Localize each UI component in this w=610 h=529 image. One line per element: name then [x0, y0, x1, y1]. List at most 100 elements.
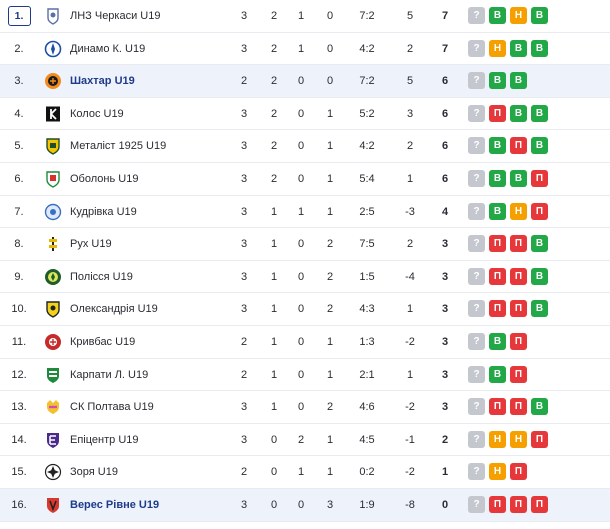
position: 15. [11, 466, 27, 479]
form-result-badge[interactable]: П [489, 235, 506, 253]
form-result-badge[interactable]: П [510, 137, 527, 155]
form-result-badge[interactable]: В [531, 267, 548, 285]
form-result-badge[interactable]: П [510, 365, 527, 383]
table-row[interactable]: 5. Металіст 1925 U19 3 2 0 1 4:2 2 6 ? В П… [0, 130, 610, 163]
form-result-badge[interactable]: В [531, 300, 548, 318]
form-result-badge[interactable]: Н [489, 430, 506, 448]
form-guide: ? Н П [468, 463, 527, 481]
next-match-badge[interactable]: ? [468, 104, 485, 122]
form-result-badge[interactable]: В [531, 398, 548, 416]
next-match-badge[interactable]: ? [468, 7, 485, 24]
form-result-badge[interactable]: В [510, 39, 527, 57]
next-match-badge[interactable]: ? [468, 137, 485, 155]
form-result-badge[interactable]: Н [510, 7, 527, 24]
team-name[interactable]: Карпати Л. U19 [70, 368, 149, 381]
losses: 0 [326, 75, 334, 88]
form-result-badge[interactable]: П [510, 267, 527, 285]
form-result-badge[interactable]: П [531, 430, 548, 448]
form-result-badge[interactable]: В [510, 72, 527, 90]
team-name[interactable]: Колос U19 [70, 107, 124, 120]
team-name[interactable]: Металіст 1925 U19 [70, 140, 167, 153]
team-name[interactable]: Кривбас U19 [70, 335, 136, 348]
form-result-badge[interactable]: П [510, 332, 527, 350]
team-name[interactable]: Рух U19 [70, 238, 112, 251]
next-match-badge[interactable]: ? [468, 39, 485, 57]
form-result-badge[interactable]: В [531, 7, 548, 24]
table-row[interactable]: 16. Верес Рівне U19 3 0 0 3 1:9 -8 0 ? П П… [0, 488, 610, 522]
table-row[interactable]: 8. Рух U19 3 1 0 2 7:5 2 3 ? П П В [0, 228, 610, 261]
next-match-badge[interactable]: ? [468, 398, 485, 416]
team-name[interactable]: Динамо К. U19 [70, 42, 146, 55]
table-row[interactable]: 6. Оболонь U19 3 2 0 1 5:4 1 6 ? В В П [0, 163, 610, 196]
form-result-badge[interactable]: П [531, 169, 548, 187]
table-row[interactable]: 7. Кудрівка U19 3 1 1 1 2:5 -3 4 ? В Н П [0, 196, 610, 229]
next-match-badge[interactable]: ? [468, 495, 485, 513]
position: 13. [11, 401, 27, 414]
form-result-badge[interactable]: В [531, 104, 548, 122]
position: 4. [14, 107, 24, 120]
next-match-badge[interactable]: ? [468, 332, 485, 350]
next-match-badge[interactable]: ? [468, 463, 485, 481]
form-result-badge[interactable]: В [531, 137, 548, 155]
table-row[interactable]: 9. Полісся U19 3 1 0 2 1:5 -4 3 ? П П В [0, 261, 610, 294]
next-match-badge[interactable]: ? [468, 169, 485, 187]
table-row[interactable]: 11. Кривбас U19 2 1 0 1 1:3 -2 3 ? В П [0, 326, 610, 359]
team-name[interactable]: Зоря U19 [70, 466, 118, 479]
team-name[interactable]: Епіцентр U19 [70, 433, 139, 446]
form-result-badge[interactable]: П [489, 104, 506, 122]
form-result-badge[interactable]: В [531, 39, 548, 57]
form-result-badge[interactable]: В [510, 169, 527, 187]
team-name[interactable]: Верес Рівне U19 [70, 498, 160, 511]
team-name[interactable]: Оболонь U19 [70, 172, 139, 185]
next-match-badge[interactable]: ? [468, 430, 485, 448]
form-result-badge[interactable]: В [489, 365, 506, 383]
team-name[interactable]: Шахтар U19 [70, 75, 135, 88]
next-match-badge[interactable]: ? [468, 202, 485, 220]
table-row[interactable]: 2. Динамо К. U19 3 2 1 0 4:2 2 7 ? Н В В [0, 33, 610, 66]
table-row[interactable]: 12. Карпати Л. U19 2 1 0 1 2:1 1 3 ? В П [0, 359, 610, 392]
next-match-badge[interactable]: ? [468, 267, 485, 285]
table-row[interactable]: 10. Олександрія U19 3 1 0 2 4:3 1 3 ? П П В [0, 293, 610, 326]
form-result-badge[interactable]: Н [489, 39, 506, 57]
form-result-badge[interactable]: П [531, 495, 548, 513]
goal-difference: 1 [406, 172, 414, 185]
form-result-badge[interactable]: П [510, 398, 527, 416]
goals: 1:3 [359, 335, 375, 348]
form-result-badge[interactable]: Н [489, 463, 506, 481]
team-name[interactable]: Олександрія U19 [70, 303, 158, 316]
team-name[interactable]: ЛНЗ Черкаси U19 [70, 10, 161, 22]
form-result-badge[interactable]: В [510, 104, 527, 122]
form-result-badge[interactable]: В [489, 332, 506, 350]
form-result-badge[interactable]: В [531, 235, 548, 253]
form-result-badge[interactable]: Н [510, 202, 527, 220]
form-result-badge[interactable]: П [510, 495, 527, 513]
form-result-badge[interactable]: П [531, 202, 548, 220]
team-name[interactable]: СК Полтава U19 [70, 401, 154, 414]
table-row[interactable]: 4. Колос U19 3 2 0 1 5:2 3 6 ? П В В [0, 98, 610, 131]
next-match-badge[interactable]: ? [468, 300, 485, 318]
form-result-badge[interactable]: В [489, 72, 506, 90]
next-match-badge[interactable]: ? [468, 235, 485, 253]
form-result-badge[interactable]: В [489, 169, 506, 187]
form-result-badge[interactable]: П [489, 267, 506, 285]
form-guide: ? В П В [468, 137, 548, 155]
team-name[interactable]: Кудрівка U19 [70, 205, 137, 218]
next-match-badge[interactable]: ? [468, 365, 485, 383]
form-result-badge[interactable]: Н [510, 430, 527, 448]
form-result-badge[interactable]: В [489, 7, 506, 24]
form-result-badge[interactable]: П [510, 235, 527, 253]
form-result-badge[interactable]: В [489, 202, 506, 220]
table-row[interactable]: 3. Шахтар U19 2 2 0 0 7:2 5 6 ? В В [0, 65, 610, 98]
table-row[interactable]: 14. Епіцентр U19 3 0 2 1 4:5 -1 2 ? Н Н П [0, 424, 610, 457]
form-result-badge[interactable]: П [489, 300, 506, 318]
form-result-badge[interactable]: П [510, 463, 527, 481]
table-row[interactable]: 1. ЛНЗ Черкаси U19 3 2 1 0 7:2 5 7 ? В Н В [0, 0, 610, 33]
form-result-badge[interactable]: П [489, 495, 506, 513]
form-result-badge[interactable]: В [489, 137, 506, 155]
form-result-badge[interactable]: П [510, 300, 527, 318]
team-name[interactable]: Полісся U19 [70, 270, 133, 283]
form-result-badge[interactable]: П [489, 398, 506, 416]
next-match-badge[interactable]: ? [468, 72, 485, 90]
table-row[interactable]: 15. Зоря U19 2 0 1 1 0:2 -2 1 ? Н П [0, 456, 610, 489]
table-row[interactable]: 13. СК Полтава U19 3 1 0 2 4:6 -2 3 ? П П В [0, 391, 610, 424]
